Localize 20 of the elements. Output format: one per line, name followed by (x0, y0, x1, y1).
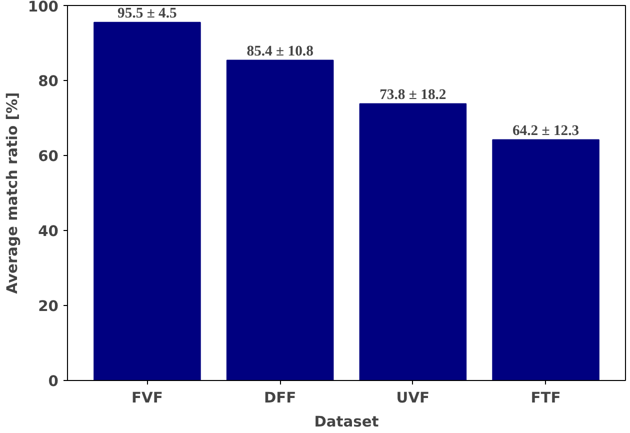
x-tick-label: DFF (264, 390, 296, 406)
x-tick-label: FVF (132, 390, 163, 406)
y-tick-label: 20 (38, 298, 59, 315)
data-label: 73.8 ± 18.2 (380, 86, 446, 103)
y-tick-label: 40 (38, 223, 59, 240)
bar (94, 22, 201, 380)
y-axis-title: Average match ratio [%] (4, 92, 21, 294)
y-tick-label: 100 (28, 0, 58, 16)
bar (359, 103, 467, 380)
x-tick-label: FTF (530, 390, 561, 406)
x-axis-title: Dataset (314, 414, 379, 430)
y-tick-label: 60 (38, 148, 59, 165)
data-label: 85.4 ± 10.8 (246, 43, 314, 60)
data-label: 64.2 ± 12.3 (512, 122, 580, 139)
y-tick-label: 0 (48, 373, 59, 390)
x-tick-label: UVF (396, 390, 430, 406)
bar (492, 139, 600, 380)
bar (226, 60, 334, 380)
data-label: 95.5 ± 4.5 (118, 5, 177, 22)
y-tick-label: 80 (38, 73, 59, 90)
